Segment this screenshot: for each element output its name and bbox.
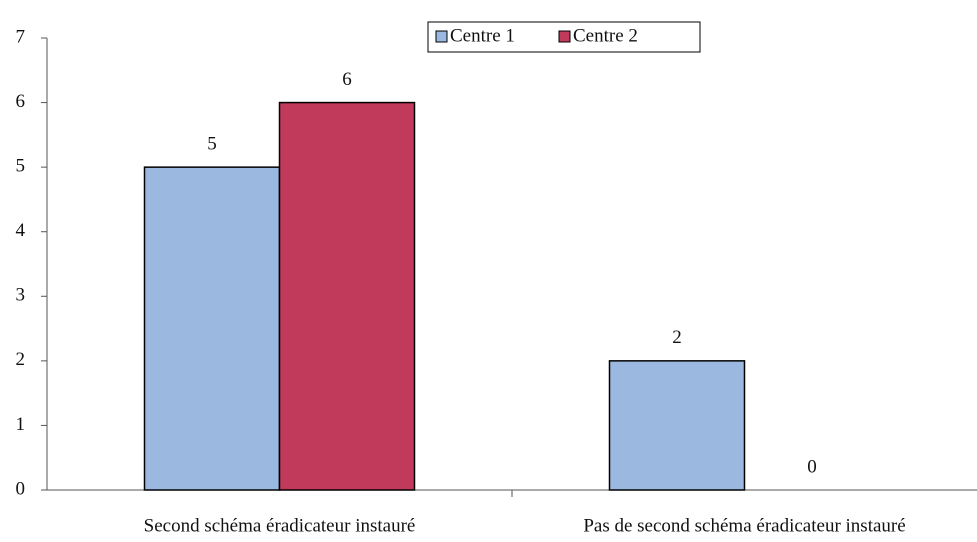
- legend-swatch: [435, 30, 448, 43]
- data-label: 0: [807, 456, 817, 477]
- legend-label: Centre 2: [573, 25, 638, 46]
- y-tick-label: 5: [16, 156, 26, 177]
- data-label: 2: [672, 327, 682, 348]
- legend-swatch: [558, 30, 571, 43]
- bar: [143, 166, 281, 491]
- bar: [278, 101, 416, 491]
- data-label: 6: [342, 69, 352, 90]
- legend-label: Centre 1: [450, 25, 515, 46]
- y-tick-label: 2: [16, 349, 26, 370]
- data-label: 5: [207, 134, 217, 155]
- y-tick-label: 7: [16, 26, 26, 47]
- x-tick-label: Pas de second schéma éradicateur instaur…: [583, 515, 905, 536]
- y-tick-label: 1: [16, 414, 26, 435]
- y-tick-label: 0: [16, 478, 26, 499]
- bar: [608, 360, 746, 491]
- y-tick-label: 6: [16, 91, 26, 112]
- y-tick-label: 4: [16, 220, 26, 241]
- y-tick-label: 3: [16, 285, 26, 306]
- x-tick-label: Second schéma éradicateur instauré: [144, 515, 416, 536]
